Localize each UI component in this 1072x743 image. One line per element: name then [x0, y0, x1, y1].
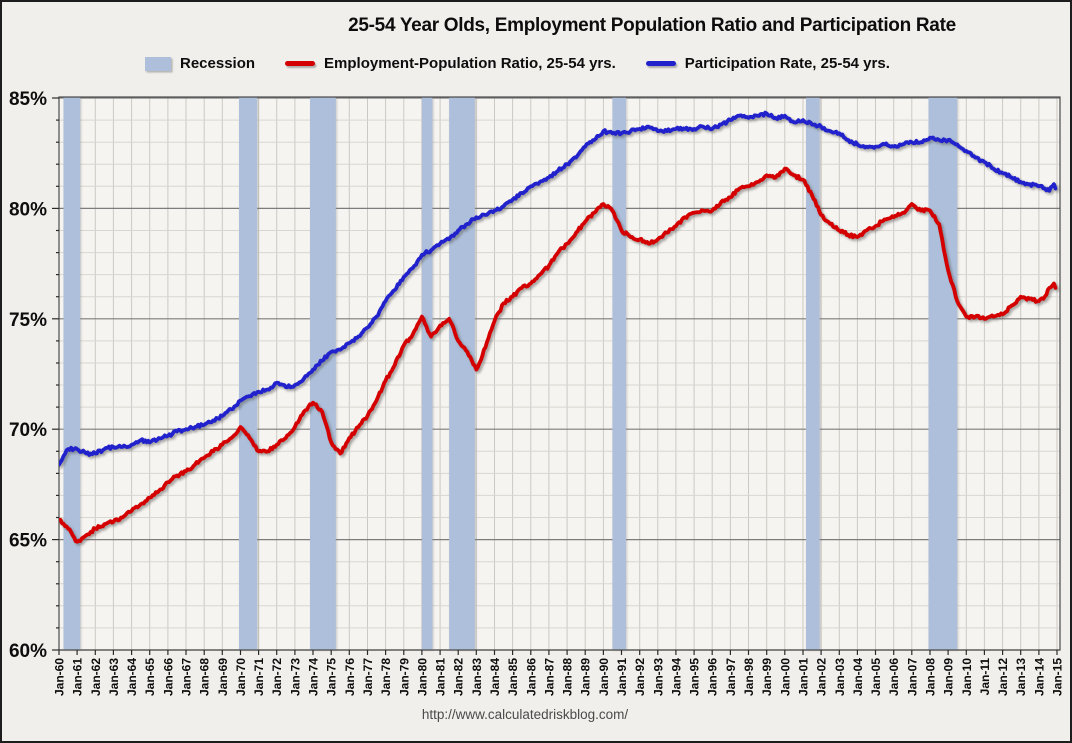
x-axis-label: Jan-84: [488, 658, 502, 696]
x-axis-label: Jan-78: [379, 658, 393, 696]
legend-label-recession: Recession: [180, 55, 256, 72]
x-axis-labels: Jan-60 Jan-61 Jan-62 Jan-63 Jan-64 Jan-65 Jan-…: [53, 658, 1065, 696]
x-axis-label: Jan-91: [615, 658, 629, 696]
x-axis-label: Jan-80: [415, 658, 429, 696]
recession-band: [63, 97, 81, 650]
y-axis-labels: 60% 65% 70% 75% 80% 85%: [9, 89, 47, 662]
recession-band: [612, 97, 626, 650]
x-axis-label: Jan-93: [651, 658, 665, 696]
x-axis-label: Jan-65: [143, 658, 157, 696]
x-axis-label: Jan-60: [53, 658, 67, 696]
x-axis-label: Jan-00: [778, 658, 792, 696]
x-axis-label: Jan-70: [234, 658, 248, 696]
x-axis-label: Jan-11: [978, 658, 992, 696]
x-axis-label: Jan-10: [960, 658, 974, 696]
footer-url: http://www.calculatedriskblog.com/: [421, 707, 629, 722]
recession-band: [310, 97, 336, 650]
legend-label-participation-rate: Participation Rate, 25-54 yrs.: [684, 55, 890, 72]
red-line-swatch-icon: [285, 61, 316, 66]
x-axis-label: Jan-13: [1014, 658, 1028, 696]
x-axis-label: Jan-92: [633, 658, 647, 696]
y-axis-label: 60%: [9, 641, 47, 662]
x-axis-label: Jan-03: [833, 658, 847, 696]
x-axis-label: Jan-08: [924, 658, 938, 696]
employment-population-ratio-line: [59, 166, 1058, 544]
x-axis-label: Jan-02: [815, 658, 829, 696]
y-axis-label: 65%: [9, 531, 47, 552]
x-axis-label: Jan-81: [434, 658, 448, 696]
x-axis-label: Jan-09: [942, 658, 956, 696]
plot-background: [59, 97, 1060, 650]
recession-band-swatch-icon: [145, 56, 171, 71]
x-axis-label: Jan-06: [887, 658, 901, 696]
x-axis-label: Jan-71: [252, 658, 266, 696]
x-axis-label: Jan-87: [542, 658, 556, 696]
x-axis-label: Jan-67: [180, 658, 194, 696]
y-axis-label: 80%: [9, 199, 47, 220]
recession-band: [449, 97, 475, 650]
legend-item-recession: Recession: [145, 55, 255, 72]
x-axis-label: Jan-05: [869, 658, 883, 696]
chart-title: 25-54 Year Olds, Employment Population R…: [348, 15, 956, 36]
y-axis-label: 70%: [9, 420, 47, 441]
plot-frame: [58, 96, 1061, 651]
legend: Recession Employment-Population Ratio, 2…: [145, 55, 890, 72]
x-axis-label: Jan-86: [524, 658, 538, 696]
x-axis-label: Jan-97: [724, 658, 738, 696]
x-axis-label: Jan-96: [706, 658, 720, 696]
recession-band: [806, 97, 820, 650]
x-axis-label: Jan-98: [742, 658, 756, 696]
x-axis-label: Jan-04: [851, 658, 865, 696]
x-axis-label: Jan-66: [161, 658, 175, 696]
legend-item-employment-population-ratio: Employment-Population Ratio, 25-54 yrs.: [285, 55, 616, 72]
x-axis-label: Jan-90: [597, 658, 611, 696]
x-axis-label: Jan-83: [470, 658, 484, 696]
x-axis-label: Jan-63: [107, 658, 121, 696]
x-axis-label: Jan-79: [397, 658, 411, 696]
x-axis-label: Jan-85: [506, 658, 520, 696]
legend-item-participation-rate: Participation Rate, 25-54 yrs.: [645, 55, 890, 72]
x-axis-label: Jan-73: [288, 658, 302, 696]
blue-line-swatch-icon: [645, 61, 676, 66]
x-axis-label: Jan-88: [561, 658, 575, 696]
recession-band: [421, 97, 433, 650]
x-axis-label: Jan-94: [669, 658, 683, 696]
x-axis-label: Jan-76: [343, 658, 357, 696]
x-axis-label: Jan-14: [1032, 658, 1046, 696]
recession-band: [928, 97, 958, 650]
x-axis-label: Jan-01: [797, 658, 811, 696]
x-axis-label: Jan-15: [1051, 658, 1065, 696]
axis-ticks: [52, 97, 1058, 655]
participation-rate-line: [59, 110, 1058, 467]
x-axis-label: Jan-69: [216, 658, 230, 696]
y-axis-label: 75%: [9, 310, 47, 331]
x-axis-label: Jan-89: [579, 658, 593, 696]
x-axis-label: Jan-75: [325, 658, 339, 696]
minor-gridlines: [59, 119, 1060, 629]
x-axis-label: Jan-64: [125, 658, 139, 696]
x-axis-label: Jan-95: [688, 658, 702, 696]
recession-bands: [63, 97, 958, 650]
x-axis-label: Jan-12: [996, 658, 1010, 696]
x-axis-label: Jan-07: [905, 658, 919, 696]
x-axis-label: Jan-99: [760, 658, 774, 696]
legend-label-employment-population-ratio: Employment-Population Ratio, 25-54 yrs.: [324, 55, 616, 72]
x-axis-label: Jan-74: [307, 658, 321, 696]
x-axis-label: Jan-62: [89, 658, 103, 696]
x-axis-label: Jan-77: [361, 658, 375, 696]
recession-band: [239, 97, 258, 650]
x-axis-label: Jan-68: [198, 658, 212, 696]
y-axis-label: 85%: [9, 89, 47, 110]
x-axis-label: Jan-82: [452, 658, 466, 696]
x-axis-label: Jan-72: [270, 658, 284, 696]
x-axis-label: Jan-61: [71, 658, 85, 696]
